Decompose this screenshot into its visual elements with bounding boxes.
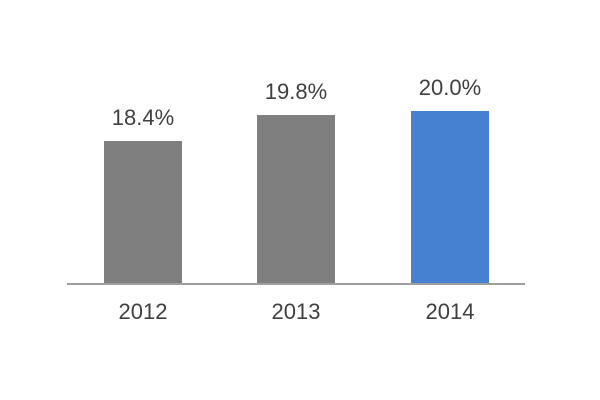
x-axis-line (67, 283, 525, 285)
bar-value-label-2013: 19.8% (264, 79, 328, 104)
bar-2014-highlighted (411, 111, 489, 283)
bar-column-2013: 19.8% (257, 81, 335, 283)
x-axis-label-2014: 2014 (425, 299, 475, 324)
bar-2013 (257, 115, 335, 283)
x-axis-label-2012: 2012 (118, 299, 168, 324)
bar-column-2012: 18.4% (104, 107, 182, 283)
bar-value-label-2012: 18.4% (111, 105, 175, 130)
bar-2012 (104, 141, 182, 283)
bar-value-label-2014: 20.0% (418, 75, 482, 100)
bar-column-2014: 20.0% (411, 77, 489, 283)
x-axis-label-2013: 2013 (271, 299, 321, 324)
